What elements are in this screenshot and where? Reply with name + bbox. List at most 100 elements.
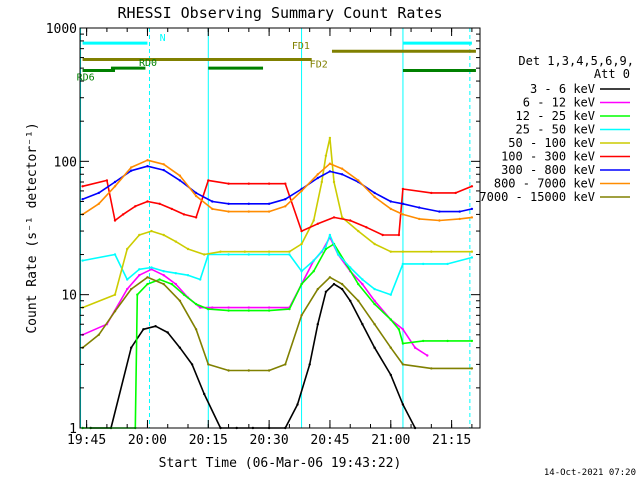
data-point: [81, 259, 84, 262]
data-point: [247, 306, 250, 309]
data-point: [300, 242, 303, 246]
data-point: [194, 328, 198, 331]
detectors-label: Det 1,3,4,5,6,9,: [518, 54, 634, 68]
data-point: [146, 276, 149, 279]
data-point: [284, 182, 287, 185]
data-point: [328, 136, 332, 140]
data-point: [316, 222, 319, 225]
data-point: [162, 168, 165, 172]
data-point: [162, 233, 165, 237]
data-point: [336, 253, 340, 256]
data-point: [247, 369, 250, 372]
data-point: [340, 287, 344, 291]
series-line: [82, 236, 428, 357]
data-point: [207, 179, 210, 182]
data-point: [227, 210, 230, 213]
data-point: [97, 202, 101, 205]
data-point: [312, 270, 315, 273]
series-line: [82, 243, 472, 429]
data-point: [97, 333, 101, 336]
data-point: [430, 367, 433, 370]
data-point: [349, 266, 352, 269]
data-point: [146, 282, 149, 286]
data-point: [219, 250, 222, 253]
data-point: [422, 339, 425, 343]
legend-label: 7000 - 15000 keV: [479, 190, 595, 204]
data-point: [150, 268, 153, 271]
data-point: [162, 163, 165, 166]
data-point: [458, 210, 461, 213]
data-point: [357, 299, 360, 302]
data-point: [203, 392, 206, 396]
data-point: [130, 169, 133, 172]
series-line: [82, 137, 472, 309]
data-point: [113, 180, 117, 184]
data-point: [470, 367, 474, 370]
data-point: [324, 290, 328, 293]
data-point: [446, 339, 449, 343]
data-point: [247, 309, 250, 312]
data-point: [422, 262, 425, 266]
data-point: [267, 182, 271, 185]
data-point: [357, 179, 360, 182]
data-point: [446, 262, 449, 266]
data-point: [312, 219, 315, 222]
data-point: [328, 276, 332, 279]
data-point: [373, 195, 376, 199]
data-point: [121, 213, 125, 216]
data-point: [470, 185, 474, 188]
data-point: [332, 282, 336, 286]
data-point: [454, 191, 457, 195]
data-point: [401, 403, 405, 406]
data-point: [470, 256, 474, 259]
data-point: [162, 274, 165, 277]
data-point: [332, 216, 336, 219]
data-point: [227, 309, 230, 312]
data-point: [138, 274, 141, 277]
data-point: [389, 318, 392, 321]
x-axis: 19:45 20:00 20:15 20:30 20:45 21:00 21:15: [67, 28, 473, 448]
data-point: [227, 369, 230, 372]
data-point: [288, 307, 291, 311]
data-point: [113, 293, 117, 296]
data-point: [247, 182, 250, 185]
data-point: [357, 282, 360, 286]
legend-label: 6 - 12 keV: [523, 96, 595, 110]
data-point: [178, 174, 182, 177]
data-point: [373, 346, 376, 349]
series-line: [90, 283, 416, 429]
data-point: [361, 278, 364, 281]
data-point: [389, 293, 392, 296]
data-point: [340, 167, 344, 170]
data-point: [267, 369, 271, 372]
flag-bar-label: FD2: [310, 60, 328, 71]
data-point: [320, 180, 323, 184]
data-point: [227, 306, 230, 309]
data-point: [113, 219, 117, 222]
data-point: [146, 200, 149, 203]
chart-title: RHESSI Observing Summary Count Rates: [117, 4, 442, 22]
data-point: [349, 299, 352, 302]
data-point: [300, 314, 303, 317]
data-point: [227, 253, 230, 256]
data-point: [389, 346, 392, 349]
data-point: [332, 180, 336, 184]
data-point: [430, 191, 433, 195]
data-point: [389, 250, 392, 253]
data-point: [207, 307, 210, 311]
data-point: [211, 200, 214, 203]
data-point: [146, 159, 149, 162]
data-point: [138, 268, 141, 271]
data-point: [113, 310, 117, 313]
data-point: [113, 253, 117, 256]
data-point: [340, 216, 344, 219]
data-point: [97, 191, 101, 195]
data-point: [397, 233, 401, 237]
data-point: [126, 278, 129, 281]
data-point: [243, 250, 246, 253]
data-point: [324, 245, 328, 248]
data-point: [211, 207, 214, 211]
data-point: [389, 207, 392, 211]
data-point: [340, 282, 344, 286]
